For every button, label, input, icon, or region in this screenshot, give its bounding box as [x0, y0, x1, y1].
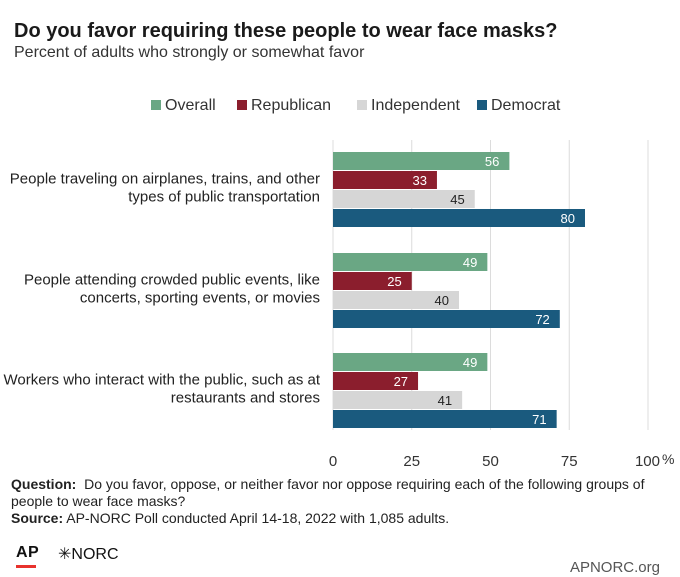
data-label-independent-3: 41: [438, 393, 452, 408]
question-text: Do you favor, oppose, or neither favor n…: [11, 476, 645, 509]
legend-label-overall: Overall: [165, 97, 216, 114]
ap-logo: AP: [16, 544, 40, 561]
legend-swatch-overall: [151, 100, 161, 110]
data-label-republican-1: 33: [412, 173, 426, 188]
bar-republican-1: [333, 171, 437, 189]
x-tick-label-0: 0: [329, 453, 337, 470]
x-axis: 0 25 50 75 100%: [329, 451, 675, 470]
x-tick-label-75: 75: [561, 453, 578, 470]
bar-republican-2: [333, 272, 412, 290]
question-note: Question: Do you favor, oppose, or neith…: [11, 476, 671, 510]
category-label-1: People traveling on airplanes, trains, a…: [10, 171, 320, 206]
chart-title: Do you favor requiring these people to w…: [14, 20, 558, 42]
bar-republican-3: [333, 372, 419, 390]
category-label-2: People attending crowded public events, …: [24, 272, 320, 307]
legend-swatch-democrat: [477, 100, 487, 110]
category-label-line: People attending crowded public events, …: [24, 272, 320, 289]
question-label: Question:: [11, 476, 77, 492]
bar-independent-3: [333, 391, 463, 409]
x-tick-label-100: 100: [635, 453, 660, 470]
category-label-line: restaurants and stores: [171, 390, 320, 407]
bar-chart: Overall Republican Independent Democrat Peo…: [3, 97, 675, 470]
norc-logo: ✳NORC: [58, 546, 119, 563]
bars: 56 33 45 80 49 25 40 72 49 27 41 71: [333, 152, 585, 428]
legend-swatch-republican: [237, 100, 247, 110]
bar-independent-2: [333, 291, 459, 309]
data-label-democrat-1: 80: [561, 211, 575, 226]
bar-overall-3: [333, 353, 488, 371]
legend-label-democrat: Democrat: [491, 97, 561, 114]
legend-swatch-independent: [357, 100, 367, 110]
legend-label-independent: Independent: [371, 97, 461, 114]
bar-overall-2: [333, 253, 488, 271]
source-text: AP-NORC Poll conducted April 14-18, 2022…: [66, 510, 450, 526]
data-label-independent-1: 45: [450, 192, 464, 207]
source-note: Source: AP-NORC Poll conducted April 14-…: [11, 510, 671, 527]
bar-democrat-3: [333, 410, 557, 428]
data-label-republican-3: 27: [394, 374, 408, 389]
legend: Overall Republican Independent Democrat: [151, 97, 561, 114]
category-label-line: Workers who interact with the public, su…: [3, 372, 320, 389]
category-label-line: concerts, sporting events, or movies: [80, 290, 320, 307]
x-axis-unit: %: [662, 451, 674, 467]
category-labels: People traveling on airplanes, trains, a…: [3, 171, 320, 407]
data-label-overall-3: 49: [463, 355, 477, 370]
data-label-democrat-3: 71: [532, 412, 546, 427]
source-label: Source:: [11, 510, 64, 526]
data-label-democrat-2: 72: [535, 312, 549, 327]
data-label-overall-2: 49: [463, 255, 477, 270]
x-tick-label-25: 25: [403, 453, 420, 470]
bar-democrat-1: [333, 209, 585, 227]
x-tick-label-50: 50: [482, 453, 499, 470]
bar-democrat-2: [333, 310, 560, 328]
notes: Question: Do you favor, oppose, or neith…: [11, 476, 671, 527]
data-label-independent-2: 40: [435, 293, 449, 308]
category-label-line: People traveling on airplanes, trains, a…: [10, 171, 320, 188]
bar-overall-1: [333, 152, 510, 170]
data-label-overall-1: 56: [485, 154, 499, 169]
source-url: APNORC.org: [569, 559, 660, 576]
category-label-line: types of public transportation: [128, 189, 320, 206]
data-label-republican-2: 25: [387, 274, 401, 289]
chart-subtitle: Percent of adults who strongly or somewh…: [14, 44, 365, 61]
legend-label-republican: Republican: [251, 97, 331, 114]
category-label-3: Workers who interact with the public, su…: [3, 372, 320, 407]
bar-independent-1: [333, 190, 475, 208]
ap-logo-underline: [16, 565, 36, 568]
